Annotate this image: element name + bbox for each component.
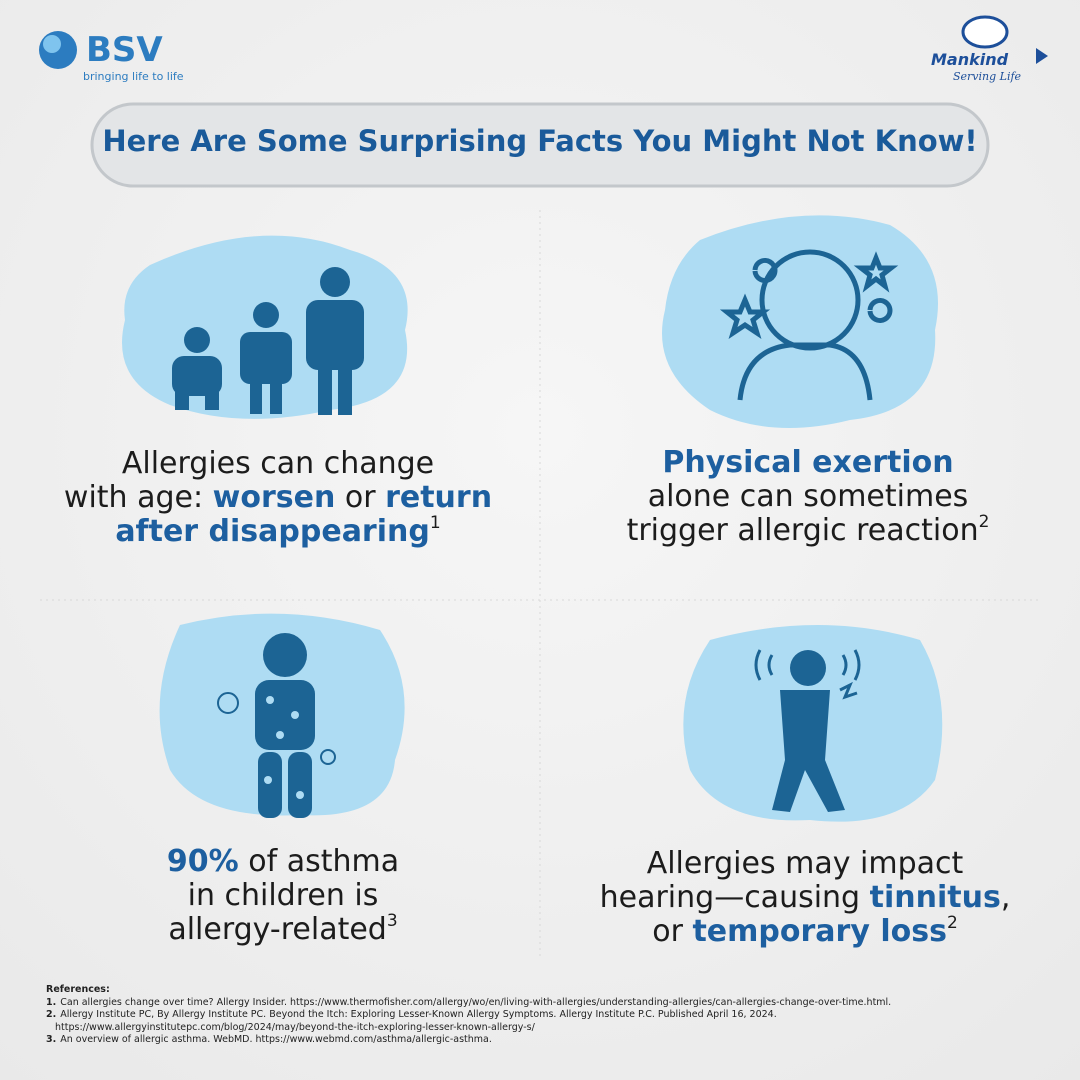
fact-text: hearing—causing bbox=[599, 880, 870, 915]
fact-line: trigger allergic reaction2 bbox=[548, 514, 1068, 548]
reference: https://www.allergyinstitutepc.com/blog/… bbox=[46, 1022, 891, 1035]
reference: 1. Can allergies change over time? Allerg… bbox=[46, 997, 891, 1010]
fact: Allergies may impact hearing—causing tinn… bbox=[545, 847, 1065, 949]
fact-line: after disappearing1 bbox=[18, 515, 538, 549]
fact-text: of asthma bbox=[238, 844, 400, 879]
fact-text: return bbox=[385, 480, 493, 515]
blob bbox=[662, 215, 938, 428]
fact: Physical exertion alone can sometimes trig… bbox=[548, 446, 1068, 548]
fact-line: alone can sometimes bbox=[548, 480, 1068, 514]
logo-name: BSV bbox=[86, 30, 163, 70]
bsv-logo-mark bbox=[43, 35, 61, 53]
reference-number: 2. bbox=[46, 1009, 57, 1020]
fact-text: or bbox=[335, 480, 386, 515]
fact-text: , bbox=[1000, 880, 1011, 915]
fact-line: 90% of asthma bbox=[23, 845, 543, 879]
fact-line: in children is bbox=[23, 879, 543, 913]
fact-line: with age: worsen or return bbox=[18, 481, 538, 515]
fact-text: Physical exertion bbox=[662, 445, 954, 480]
fact-line: allergy-related3 bbox=[23, 913, 543, 947]
reference-text: Can allergies change over time? Allergy … bbox=[60, 996, 892, 1008]
fact-text: worsen bbox=[212, 480, 336, 515]
fact-text: tinnitus bbox=[869, 880, 1001, 915]
fact-text: after disappearing bbox=[115, 514, 430, 549]
asthma-icon bbox=[217, 633, 336, 818]
title: Here Are Some Surprising Facts You Might… bbox=[102, 124, 978, 158]
fact: Allergies can change with age: worsen or … bbox=[18, 447, 538, 549]
fact-text: 1 bbox=[429, 513, 441, 533]
fact-text: or bbox=[652, 914, 693, 949]
reference-number: 3. bbox=[46, 1034, 57, 1045]
fact-text: 2 bbox=[946, 913, 958, 933]
reference: 2. Allergy Institute PC, By Allergy Insti… bbox=[46, 1009, 891, 1022]
exertion-icon bbox=[719, 249, 899, 401]
fact-line: or temporary loss2 bbox=[545, 915, 1065, 949]
logo-name: Mankind bbox=[931, 50, 1009, 69]
fact-line: Allergies can change bbox=[18, 447, 538, 481]
title-pill bbox=[90, 102, 990, 188]
fact-text: Allergies may impact bbox=[646, 846, 964, 881]
reference: 3. An overview of allergic asthma. WebMD.… bbox=[46, 1034, 891, 1047]
fact-line: Physical exertion bbox=[548, 446, 1068, 480]
fact-text: allergy-related bbox=[168, 912, 387, 947]
fact-text: trigger allergic reaction bbox=[626, 513, 979, 548]
fact-text: with age: bbox=[63, 480, 213, 515]
reference-number: 1. bbox=[46, 996, 57, 1008]
age-icon bbox=[172, 267, 364, 415]
fact-line: Allergies may impact bbox=[545, 847, 1065, 881]
logo-tagline: Serving Life bbox=[953, 70, 1022, 83]
fact-text: 2 bbox=[978, 512, 990, 532]
fact-line: hearing—causing tinnitus, bbox=[545, 881, 1065, 915]
fact-text: alone can sometimes bbox=[647, 479, 969, 514]
fact-text: Allergies can change bbox=[121, 446, 435, 481]
hearing-icon bbox=[754, 649, 861, 812]
fact-text: 3 bbox=[386, 911, 398, 931]
references: References: 1. Can allergies change over t… bbox=[46, 984, 891, 1047]
mankind-logo-mark bbox=[961, 15, 1009, 49]
mankind-logo-mark bbox=[1036, 48, 1048, 64]
fact: 90% of asthma in children is allergy-relat… bbox=[23, 845, 543, 947]
references-heading: References: bbox=[46, 984, 110, 995]
fact-text: in children is bbox=[187, 878, 379, 913]
reference-text: https://www.allergyinstitutepc.com/blog/… bbox=[55, 1021, 535, 1033]
reference-text: An overview of allergic asthma. WebMD. h… bbox=[60, 1034, 492, 1045]
fact-text: 90% bbox=[166, 844, 239, 879]
reference-text: Allergy Institute PC, By Allergy Institu… bbox=[60, 1009, 777, 1020]
logo-tagline: bringing life to life bbox=[83, 70, 184, 83]
fact-text: temporary loss bbox=[692, 914, 947, 949]
